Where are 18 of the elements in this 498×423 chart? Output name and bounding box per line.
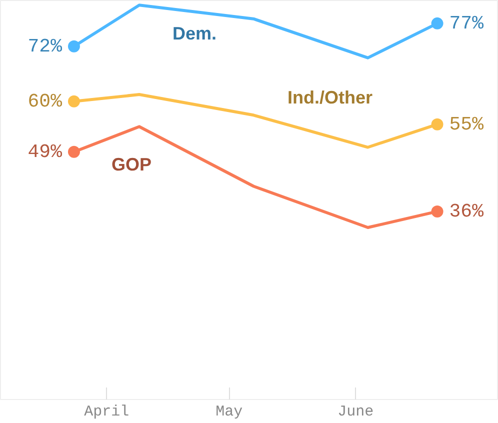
point — [431, 118, 444, 130]
x-tick-label: May — [216, 404, 243, 420]
point — [431, 17, 444, 30]
series-label: Dem. — [172, 24, 217, 44]
point — [431, 205, 444, 218]
point — [68, 95, 80, 108]
data-label: 55% — [449, 113, 484, 136]
data-label: 36% — [449, 200, 484, 222]
x-tick-label: June — [338, 404, 374, 420]
x-tick-label: April — [84, 404, 130, 420]
point — [68, 40, 80, 52]
data-label: 72% — [28, 35, 63, 58]
data-label: 49% — [28, 140, 63, 163]
data-label: 60% — [28, 90, 63, 112]
point — [68, 146, 80, 158]
series-label: GOP — [112, 154, 152, 174]
data-label: 77% — [449, 12, 484, 34]
series-label: Ind./Other — [288, 88, 372, 108]
